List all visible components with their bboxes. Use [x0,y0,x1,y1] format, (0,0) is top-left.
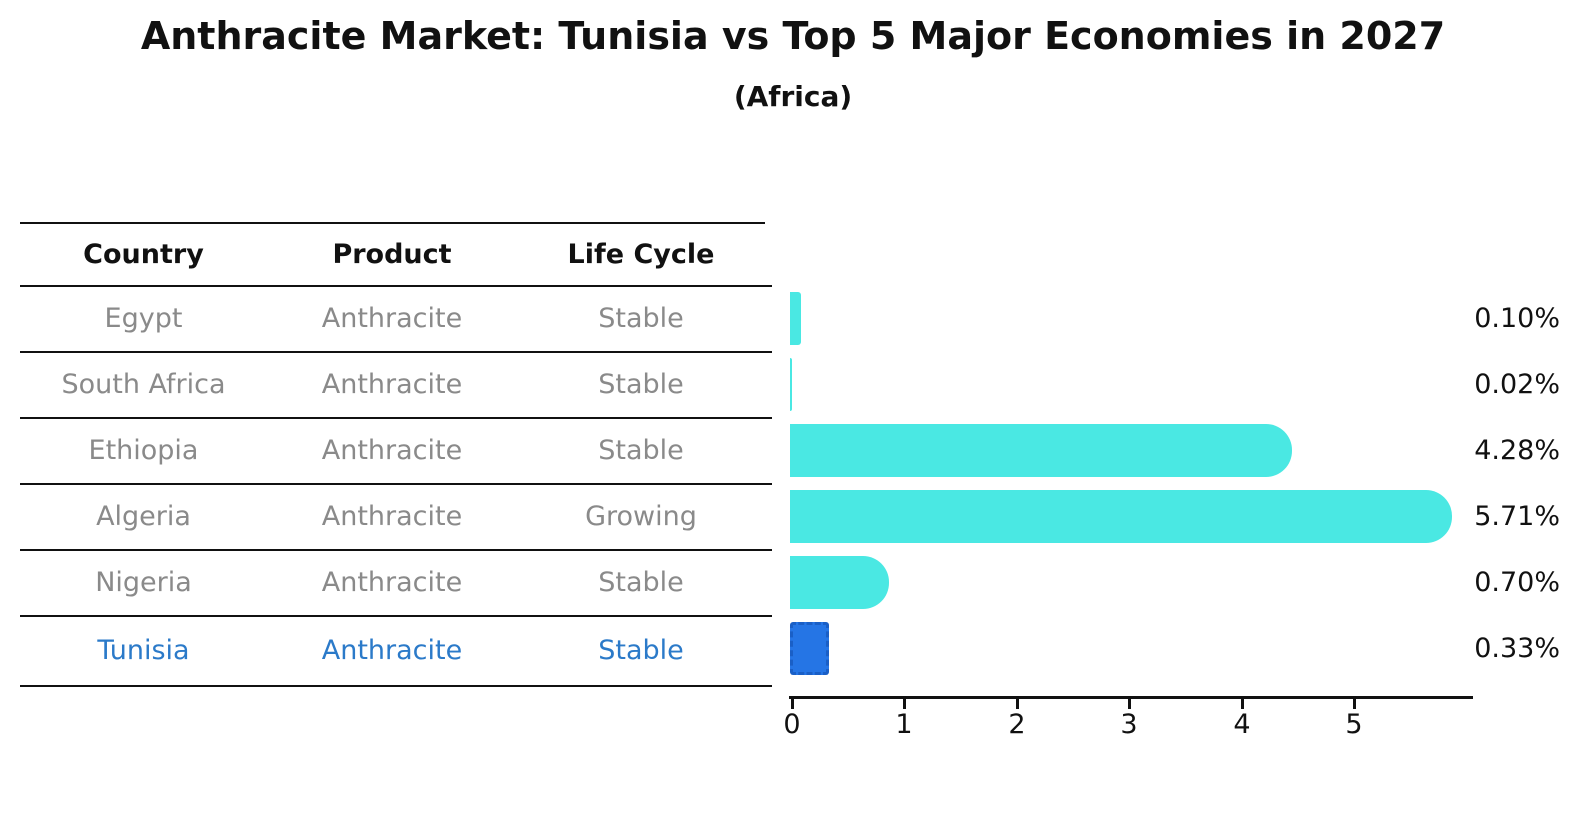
x-tick [1353,699,1356,709]
table-row-ethiopia: Ethiopia Anthracite Stable [20,419,765,481]
y-tick [752,615,772,617]
bar-south-africa [790,358,792,411]
value-label: 0.02% [1474,369,1560,400]
x-tick [903,699,906,709]
life-cycle-cell: Stable [598,634,684,666]
life-cycle-cell: Stable [598,434,684,466]
bar-tunisia-highlighted [790,622,829,675]
x-axis-line [789,696,1473,699]
country-cell: Algeria [96,500,191,532]
x-tick-label: 4 [1233,709,1251,740]
country-cell: Tunisia [97,634,190,666]
value-label: 5.71% [1474,501,1560,532]
table-rule [20,285,765,287]
x-tick [791,699,794,709]
x-tick-label: 5 [1345,709,1363,740]
table-row-tunisia-highlighted: Tunisia Anthracite Stable [20,617,765,683]
x-tick-label: 0 [783,709,801,740]
country-cell: Egypt [104,302,183,334]
product-cell: Anthracite [321,434,463,466]
country-cell: Ethiopia [88,434,199,466]
table-header-row: Country Product Life Cycle [20,224,765,285]
product-cell: Anthracite [321,566,463,598]
x-tick [1128,699,1131,709]
value-label: 0.33% [1474,633,1560,664]
y-tick [752,285,772,287]
table-row-south-africa: South Africa Anthracite Stable [20,353,765,415]
x-tick-label: 3 [1120,709,1138,740]
product-cell: Anthracite [321,302,463,334]
table-rule [20,615,765,617]
value-label: 0.70% [1474,567,1560,598]
bar-egypt [790,292,801,345]
product-cell: Anthracite [321,368,463,400]
table-rule [20,351,765,353]
country-cell: Nigeria [95,566,192,598]
product-cell: Anthracite [321,634,463,666]
product-cell: Anthracite [321,500,463,532]
x-tick-label: 2 [1008,709,1026,740]
table-rule [20,222,765,224]
col-header-life-cycle: Life Cycle [567,239,715,270]
table-rule [20,417,765,419]
bar-algeria [790,490,1452,543]
life-cycle-cell: Stable [598,566,684,598]
chart-subtitle: (Africa) [733,80,853,113]
y-tick [752,685,772,687]
col-header-country: Country [83,239,204,270]
bar-nigeria [790,556,889,609]
bar-ethiopia [790,424,1292,477]
table-rule [20,685,765,687]
life-cycle-cell: Stable [598,368,684,400]
chart-title: Anthracite Market: Tunisia vs Top 5 Majo… [140,14,1446,58]
value-label: 0.10% [1474,303,1560,334]
table-rule [20,483,765,485]
x-tick [1016,699,1019,709]
table-row-algeria: Algeria Anthracite Growing [20,485,765,547]
y-tick [752,351,772,353]
x-tick [1241,699,1244,709]
y-tick [752,549,772,551]
value-label: 4.28% [1474,435,1560,466]
table-row-nigeria: Nigeria Anthracite Stable [20,551,765,613]
table-row-egypt: Egypt Anthracite Stable [20,287,765,349]
x-tick-label: 1 [895,709,913,740]
country-cell: South Africa [61,368,226,400]
life-cycle-cell: Growing [585,500,697,532]
life-cycle-cell: Stable [598,302,684,334]
y-tick [752,483,772,485]
y-tick [752,417,772,419]
col-header-product: Product [332,239,452,270]
table-rule [20,549,765,551]
